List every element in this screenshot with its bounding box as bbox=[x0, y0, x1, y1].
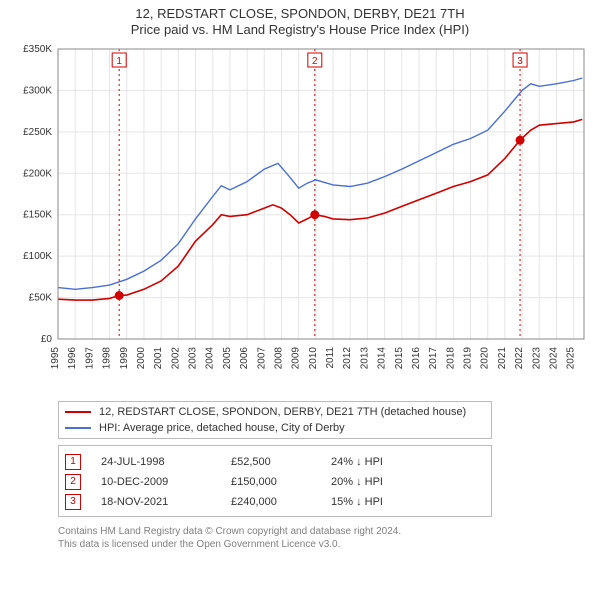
x-tick-label: 1996 bbox=[67, 346, 78, 369]
x-tick-label: 2023 bbox=[531, 346, 542, 369]
x-tick-label: 2011 bbox=[325, 346, 336, 368]
legend-label: HPI: Average price, detached house, City… bbox=[99, 422, 345, 434]
y-tick-label: £0 bbox=[41, 334, 53, 345]
transaction-price: £240,000 bbox=[231, 496, 331, 508]
x-tick-label: 2019 bbox=[463, 346, 474, 369]
y-tick-label: £150K bbox=[23, 209, 52, 220]
marker-point bbox=[516, 135, 525, 144]
x-tick-label: 2007 bbox=[256, 346, 267, 369]
legend-box: 12, REDSTART CLOSE, SPONDON, DERBY, DE21… bbox=[58, 401, 492, 439]
transaction-delta: 20% ↓ HPI bbox=[331, 476, 441, 488]
transaction-badge: 1 bbox=[65, 454, 81, 470]
y-tick-label: £200K bbox=[23, 168, 52, 179]
transaction-delta: 15% ↓ HPI bbox=[331, 496, 441, 508]
x-tick-label: 2013 bbox=[359, 346, 370, 369]
legend-label: 12, REDSTART CLOSE, SPONDON, DERBY, DE21… bbox=[99, 406, 466, 418]
transaction-date: 18-NOV-2021 bbox=[101, 496, 231, 508]
x-tick-label: 2005 bbox=[222, 346, 233, 369]
x-tick-label: 2003 bbox=[188, 346, 199, 369]
x-tick-label: 2016 bbox=[411, 346, 422, 369]
x-tick-label: 2000 bbox=[136, 346, 147, 369]
y-tick-label: £250K bbox=[23, 126, 52, 137]
x-tick-label: 2002 bbox=[170, 346, 181, 369]
x-tick-label: 2022 bbox=[514, 346, 525, 369]
x-tick-label: 2015 bbox=[394, 346, 405, 369]
title-line2: Price paid vs. HM Land Registry's House … bbox=[8, 22, 592, 38]
legend-swatch bbox=[65, 411, 91, 413]
x-tick-label: 2010 bbox=[308, 346, 319, 369]
x-tick-label: 2014 bbox=[377, 346, 388, 369]
transaction-date: 10-DEC-2009 bbox=[101, 476, 231, 488]
transaction-price: £52,500 bbox=[231, 456, 331, 468]
x-tick-label: 2024 bbox=[548, 346, 559, 369]
transaction-delta: 24% ↓ HPI bbox=[331, 456, 441, 468]
x-tick-label: 2025 bbox=[566, 346, 577, 369]
chart-title: 12, REDSTART CLOSE, SPONDON, DERBY, DE21… bbox=[8, 6, 592, 39]
y-tick-label: £350K bbox=[23, 44, 52, 55]
transaction-price: £150,000 bbox=[231, 476, 331, 488]
marker-badge: 2 bbox=[312, 56, 318, 67]
legend-swatch bbox=[65, 427, 91, 429]
y-tick-label: £100K bbox=[23, 251, 52, 262]
x-tick-label: 2021 bbox=[497, 346, 508, 369]
x-tick-label: 2001 bbox=[153, 346, 164, 369]
transaction-date: 24-JUL-1998 bbox=[101, 456, 231, 468]
x-tick-label: 2009 bbox=[291, 346, 302, 369]
marker-badge: 1 bbox=[116, 56, 122, 67]
x-tick-label: 1997 bbox=[84, 346, 95, 369]
x-tick-label: 2004 bbox=[205, 346, 216, 369]
x-tick-label: 2006 bbox=[239, 346, 250, 369]
transaction-row: 3 18-NOV-2021£240,00015% ↓ HPI bbox=[65, 492, 485, 512]
footer-line2: This data is licensed under the Open Gov… bbox=[58, 538, 592, 551]
x-tick-label: 2020 bbox=[480, 346, 491, 369]
x-tick-label: 1998 bbox=[102, 346, 113, 369]
x-tick-label: 2008 bbox=[273, 346, 284, 369]
x-tick-label: 1999 bbox=[119, 346, 130, 369]
title-line1: 12, REDSTART CLOSE, SPONDON, DERBY, DE21… bbox=[8, 6, 592, 22]
footer-line1: Contains HM Land Registry data © Crown c… bbox=[58, 525, 592, 538]
transaction-badge: 3 bbox=[65, 494, 81, 510]
transaction-badge: 2 bbox=[65, 474, 81, 490]
x-tick-label: 2012 bbox=[342, 346, 353, 369]
marker-point bbox=[310, 210, 319, 219]
marker-point bbox=[115, 291, 124, 300]
legend-row: HPI: Average price, detached house, City… bbox=[65, 420, 485, 436]
footer-text: Contains HM Land Registry data © Crown c… bbox=[58, 525, 592, 551]
x-tick-label: 2018 bbox=[445, 346, 456, 369]
transaction-row: 1 24-JUL-1998£52,50024% ↓ HPI bbox=[65, 452, 485, 472]
x-tick-label: 2017 bbox=[428, 346, 439, 369]
chart-area: £0 £50K £100K £150K £200K £250K £300K £350K 1995… bbox=[8, 41, 592, 391]
legend-row: 12, REDSTART CLOSE, SPONDON, DERBY, DE21… bbox=[65, 404, 485, 420]
transaction-row: 2 10-DEC-2009£150,00020% ↓ HPI bbox=[65, 472, 485, 492]
transactions-box: 1 24-JUL-1998£52,50024% ↓ HPI 2 10-DEC-2009… bbox=[58, 445, 492, 517]
marker-badge: 3 bbox=[517, 56, 523, 67]
y-tick-label: £50K bbox=[29, 292, 53, 303]
y-tick-label: £300K bbox=[23, 85, 52, 96]
x-tick-label: 1995 bbox=[50, 346, 61, 369]
line-chart-svg: £0 £50K £100K £150K £200K £250K £300K £350K 1995… bbox=[8, 41, 592, 391]
